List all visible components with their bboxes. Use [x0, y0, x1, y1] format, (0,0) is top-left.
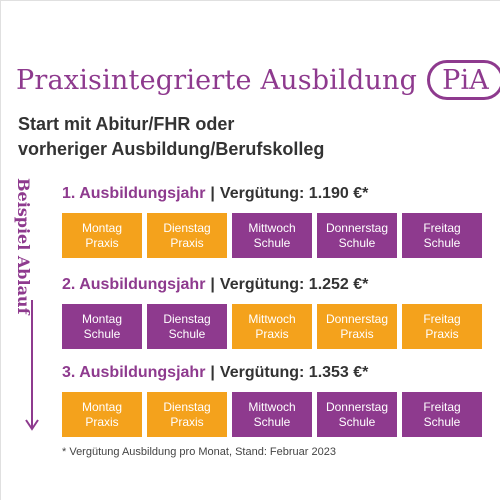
year-1-day-1: Montag Praxis: [62, 213, 142, 258]
day-type: Schule: [168, 326, 206, 341]
subtitle: Start mit Abitur/FHR oder vorheriger Aus…: [18, 112, 488, 162]
year-1-day-3: Mittwoch Schule: [232, 213, 312, 258]
day-type: Praxis: [85, 414, 119, 429]
year-3-day-4: Donnerstag Schule: [317, 392, 397, 437]
year-2-heading: 2. Ausbildungsjahr | Vergütung: 1.252 €*: [62, 274, 482, 296]
day-name: Freitag: [423, 399, 461, 414]
day-name: Freitag: [423, 311, 461, 326]
pia-badge: PiA: [427, 60, 500, 100]
day-name: Donnerstag: [325, 311, 389, 326]
year-1-heading: 1. Ausbildungsjahr | Vergütung: 1.190 €*: [62, 183, 482, 205]
year-3-day-2: Dienstag Praxis: [147, 392, 227, 437]
footnote: * Vergütung Ausbildung pro Monat, Stand:…: [62, 446, 336, 458]
year-2-day-4: Donnerstag Praxis: [317, 304, 397, 349]
day-name: Donnerstag: [325, 399, 389, 414]
year-2-name: 2. Ausbildungsjahr: [62, 276, 206, 293]
day-name: Montag: [81, 311, 123, 326]
day-name: Mittwoch: [248, 311, 296, 326]
year-2-day-5: Freitag Praxis: [402, 304, 482, 349]
arrow-down-icon: [25, 300, 39, 431]
day-type: Schule: [423, 414, 461, 429]
year-1-row: 1. Ausbildungsjahr | Vergütung: 1.190 €*…: [62, 183, 482, 258]
day-type: Praxis: [85, 235, 119, 250]
year-3-day-3: Mittwoch Schule: [232, 392, 312, 437]
day-name: Montag: [81, 220, 123, 235]
day-type: Schule: [83, 326, 121, 341]
year-3-heading: 3. Ausbildungsjahr | Vergütung: 1.353 €*: [62, 362, 482, 384]
day-name: Mittwoch: [248, 220, 296, 235]
year-2-day-1: Montag Schule: [62, 304, 142, 349]
day-type: Schule: [423, 235, 461, 250]
year-1-day-4: Donnerstag Schule: [317, 213, 397, 258]
year-3-days: Montag Praxis Dienstag Praxis Mittwoch S…: [62, 392, 482, 437]
year-3-name: 3. Ausbildungsjahr: [62, 364, 206, 381]
year-2-separator: |: [210, 276, 215, 293]
year-1-day-5: Freitag Schule: [402, 213, 482, 258]
day-type: Schule: [253, 414, 291, 429]
year-3-pay: Vergütung: 1.353 €*: [219, 364, 369, 381]
year-1-pay: Vergütung: 1.190 €*: [219, 185, 369, 202]
day-name: Montag: [81, 399, 123, 414]
day-type: Praxis: [425, 326, 459, 341]
subtitle-line-1: Start mit Abitur/FHR oder: [18, 114, 235, 134]
title-text: Praxisintegrierte Ausbildung: [16, 64, 418, 96]
day-type: Praxis: [170, 414, 204, 429]
day-type: Praxis: [340, 326, 374, 341]
day-name: Dienstag: [163, 311, 211, 326]
day-name: Freitag: [423, 220, 461, 235]
day-type: Schule: [338, 235, 376, 250]
day-name: Mittwoch: [248, 399, 296, 414]
day-name: Donnerstag: [325, 220, 389, 235]
day-type: Praxis: [255, 326, 289, 341]
year-1-day-2: Dienstag Praxis: [147, 213, 227, 258]
side-label: Beispiel Ablauf: [14, 178, 33, 315]
year-1-name: 1. Ausbildungsjahr: [62, 185, 206, 202]
year-2-day-3: Mittwoch Praxis: [232, 304, 312, 349]
year-1-days: Montag Praxis Dienstag Praxis Mittwoch S…: [62, 213, 482, 258]
year-3-day-5: Freitag Schule: [402, 392, 482, 437]
year-3-separator: |: [210, 364, 215, 381]
year-2-row: 2. Ausbildungsjahr | Vergütung: 1.252 €*…: [62, 274, 482, 349]
year-1-separator: |: [210, 185, 215, 202]
year-2-pay: Vergütung: 1.252 €*: [219, 276, 369, 293]
day-type: Schule: [253, 235, 291, 250]
page-title: Praxisintegrierte Ausbildung PiA: [16, 60, 500, 100]
day-type: Praxis: [170, 235, 204, 250]
day-type: Schule: [338, 414, 376, 429]
year-3-row: 3. Ausbildungsjahr | Vergütung: 1.353 €*…: [62, 362, 482, 437]
day-name: Dienstag: [163, 399, 211, 414]
subtitle-line-2: vorheriger Ausbildung/Berufskolleg: [18, 139, 325, 159]
day-name: Dienstag: [163, 220, 211, 235]
year-2-day-2: Dienstag Schule: [147, 304, 227, 349]
year-2-days: Montag Schule Dienstag Schule Mittwoch P…: [62, 304, 482, 349]
year-3-day-1: Montag Praxis: [62, 392, 142, 437]
